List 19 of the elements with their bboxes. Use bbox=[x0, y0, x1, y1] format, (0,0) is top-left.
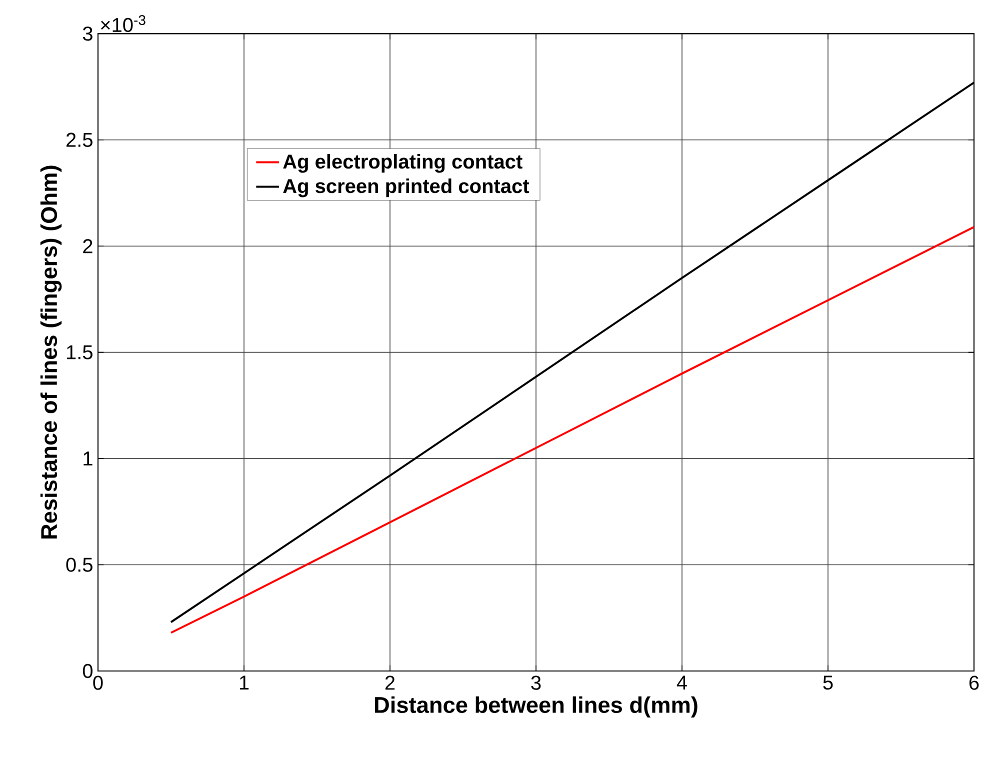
y-tick-label: 0 bbox=[82, 664, 92, 678]
y-axis-title: Resistance of lines (fingers) (Ohm) bbox=[40, 166, 62, 538]
x-tick-label: 2 bbox=[385, 676, 395, 690]
x-axis-title: Distance between lines d(mm) bbox=[375, 696, 698, 718]
y-tick-label: 1.5 bbox=[67, 345, 92, 360]
legend-label: Ag electroplating contact bbox=[283, 154, 522, 173]
legend-label: Ag screen printed contact bbox=[283, 178, 530, 198]
x-tick-label: 5 bbox=[823, 676, 833, 690]
y-tick-label: 1 bbox=[84, 452, 92, 466]
x-tick-label: 0 bbox=[93, 676, 103, 690]
x-tick-label: 1 bbox=[240, 676, 249, 690]
x-tick-label: 4 bbox=[676, 676, 687, 690]
text: ×10$^{-3}$ bbox=[100, 15, 146, 32]
x-tick-label: 6 bbox=[969, 676, 979, 690]
y-tick-label: 2 bbox=[83, 239, 92, 254]
y-tick-label: 3 bbox=[82, 26, 92, 41]
y-tick-label: 0.5 bbox=[66, 558, 92, 572]
y-tick-label: 2.5 bbox=[66, 132, 92, 147]
x-tick-label: 3 bbox=[531, 676, 541, 690]
